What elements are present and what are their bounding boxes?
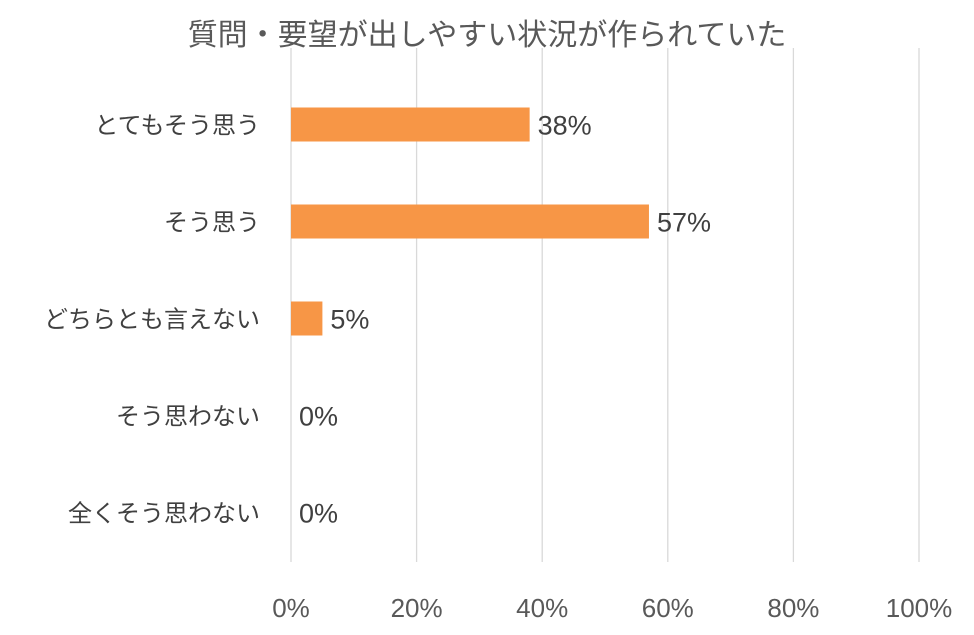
bar [291, 204, 649, 239]
data-label: 57% [657, 208, 711, 238]
x-tick-label: 20% [391, 593, 443, 623]
category-label: どちらとも言えない [44, 306, 260, 334]
x-tick-label: 40% [516, 593, 568, 623]
data-label: 5% [330, 305, 369, 335]
data-label: 38% [538, 111, 592, 141]
category-label: とてもそう思う [94, 112, 260, 140]
category-label: 全くそう思わない [68, 500, 260, 528]
bars [291, 107, 649, 336]
x-tick-label: 100% [886, 593, 953, 623]
x-tick-label: 80% [767, 593, 819, 623]
x-tick-label: 60% [642, 593, 694, 623]
category-label: そう思う [164, 209, 260, 237]
data-label: 0% [299, 499, 338, 529]
data-label: 0% [299, 402, 338, 432]
chart-title: 質問・要望が出しやすい状況が作られていた [188, 18, 787, 53]
x-tick-label: 0% [272, 593, 310, 623]
data-labels: 38% 57% 5% 0% 0% [299, 111, 711, 529]
category-label: そう思わない [116, 403, 260, 431]
bar [291, 301, 323, 336]
x-axis-tick-labels: 0% 20% 40% 60% 80% 100% [272, 593, 952, 623]
bar [291, 107, 530, 142]
